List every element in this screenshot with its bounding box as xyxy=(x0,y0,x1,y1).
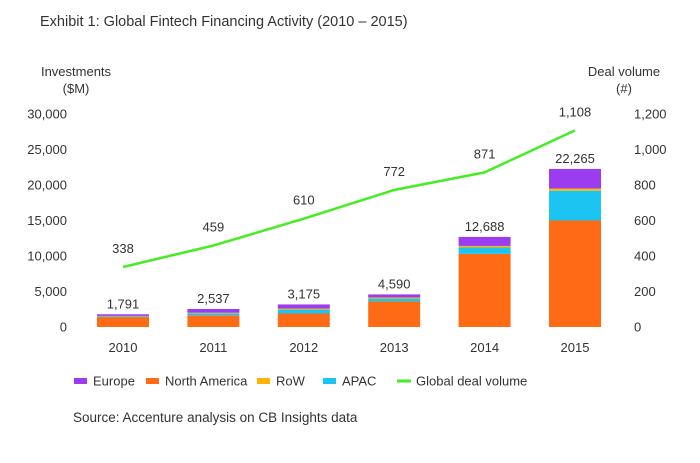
legend-swatch-north-america xyxy=(146,378,159,384)
bar-segment-apac xyxy=(97,316,149,318)
deal-volume-label: 459 xyxy=(203,220,225,235)
deal-volume-line xyxy=(122,129,576,269)
deal-volume-label: 1,108 xyxy=(559,104,592,119)
right-axis-label-line1: Deal volume xyxy=(588,64,660,79)
bar-segment-europe xyxy=(368,294,421,298)
bar-total-label: 4,590 xyxy=(378,276,411,291)
bar-segment-europe xyxy=(97,314,149,316)
right-tick-label: 800 xyxy=(634,178,656,193)
deal-volume-label: 338 xyxy=(112,241,134,256)
legend-label-europe: Europe xyxy=(93,374,135,389)
x-axis-labels: 2010 2011 2012 2013 2014 2015 xyxy=(109,340,590,355)
bar-segment-apac xyxy=(549,190,601,221)
bars xyxy=(97,168,601,327)
bar-segment-north-america xyxy=(549,220,601,327)
legend-swatch-europe xyxy=(74,378,87,384)
chart-title: Exhibit 1: Global Fintech Financing Acti… xyxy=(40,14,408,30)
bar-segment-apac xyxy=(368,298,421,302)
bar-segment-europe xyxy=(277,304,330,309)
x-axis-label: 2011 xyxy=(199,340,227,355)
legend: Europe North America RoW APAC Global deal vo… xyxy=(74,374,527,389)
deal-volume-line-group: 338 459 610 772 871 1,108 xyxy=(112,104,592,269)
left-axis-ticks: 0 5,000 10,000 15,000 20,000 25,000 30,000 xyxy=(27,107,67,335)
right-tick-label: 1,000 xyxy=(634,142,667,157)
bar-segment-apac xyxy=(277,309,330,314)
left-tick-label: 5,000 xyxy=(34,284,67,299)
bar-segment-north-america xyxy=(97,317,149,327)
deal-volume-label: 772 xyxy=(383,164,405,179)
bar-segment-row xyxy=(187,312,240,314)
right-axis-ticks: 0 200 400 600 800 1,000 1,200 xyxy=(634,107,667,335)
right-tick-label: 1,200 xyxy=(634,107,667,122)
legend-swatch-apac xyxy=(323,378,336,384)
x-axis-label: 2015 xyxy=(561,340,590,355)
deal-volume-label: 871 xyxy=(474,146,496,161)
bar-segment-apac xyxy=(187,313,240,316)
x-axis-label: 2010 xyxy=(109,340,138,355)
bar-segment-apac xyxy=(458,247,511,254)
bar-total-labels: 1,791 2,537 3,175 4,590 12,688 22,265 xyxy=(107,151,595,311)
x-axis-label: 2013 xyxy=(380,340,409,355)
bar-segment-row xyxy=(458,245,511,248)
legend-label-row: RoW xyxy=(276,374,306,389)
right-axis-label-line2: (#) xyxy=(616,81,632,96)
bar-segment-north-america xyxy=(277,313,330,327)
bar-total-label: 2,537 xyxy=(197,291,230,306)
deal-volume-label: 610 xyxy=(293,193,315,208)
bar-segment-row xyxy=(549,188,601,191)
source-note: Source: Accenture analysis on CB Insight… xyxy=(73,410,358,425)
bar-segment-europe xyxy=(549,168,601,189)
left-tick-label: 20,000 xyxy=(27,178,67,193)
bar-segment-north-america xyxy=(458,253,511,327)
bar-total-label: 3,175 xyxy=(288,286,321,301)
bar-segment-europe xyxy=(187,308,240,313)
legend-label-north-america: North America xyxy=(165,374,248,389)
bar-segment-row xyxy=(277,308,330,310)
left-tick-label: 10,000 xyxy=(27,249,67,264)
right-tick-label: 400 xyxy=(634,249,656,264)
left-tick-label: 25,000 xyxy=(27,142,67,157)
right-tick-label: 600 xyxy=(634,213,656,228)
right-tick-label: 200 xyxy=(634,284,656,299)
left-tick-label: 30,000 xyxy=(27,107,67,122)
bar-total-label: 22,265 xyxy=(555,151,595,166)
legend-label-global-deal-volume: Global deal volume xyxy=(416,374,527,389)
left-tick-label: 0 xyxy=(60,320,67,335)
left-axis-label-line1: Investments xyxy=(41,64,112,79)
bar-segment-north-america xyxy=(368,301,421,327)
x-axis-label: 2012 xyxy=(289,340,318,355)
bar-segment-row xyxy=(368,297,421,299)
legend-swatch-row xyxy=(257,378,270,384)
bar-segment-north-america xyxy=(187,315,240,327)
bar-total-label: 1,791 xyxy=(107,296,140,311)
left-axis-label-line2: ($M) xyxy=(63,81,90,96)
bar-segment-europe xyxy=(458,236,511,246)
bar-total-label: 12,688 xyxy=(465,219,505,234)
left-tick-label: 15,000 xyxy=(27,213,67,228)
legend-label-apac: APAC xyxy=(342,374,376,389)
right-tick-label: 0 xyxy=(634,320,641,335)
x-axis-label: 2014 xyxy=(470,340,499,355)
